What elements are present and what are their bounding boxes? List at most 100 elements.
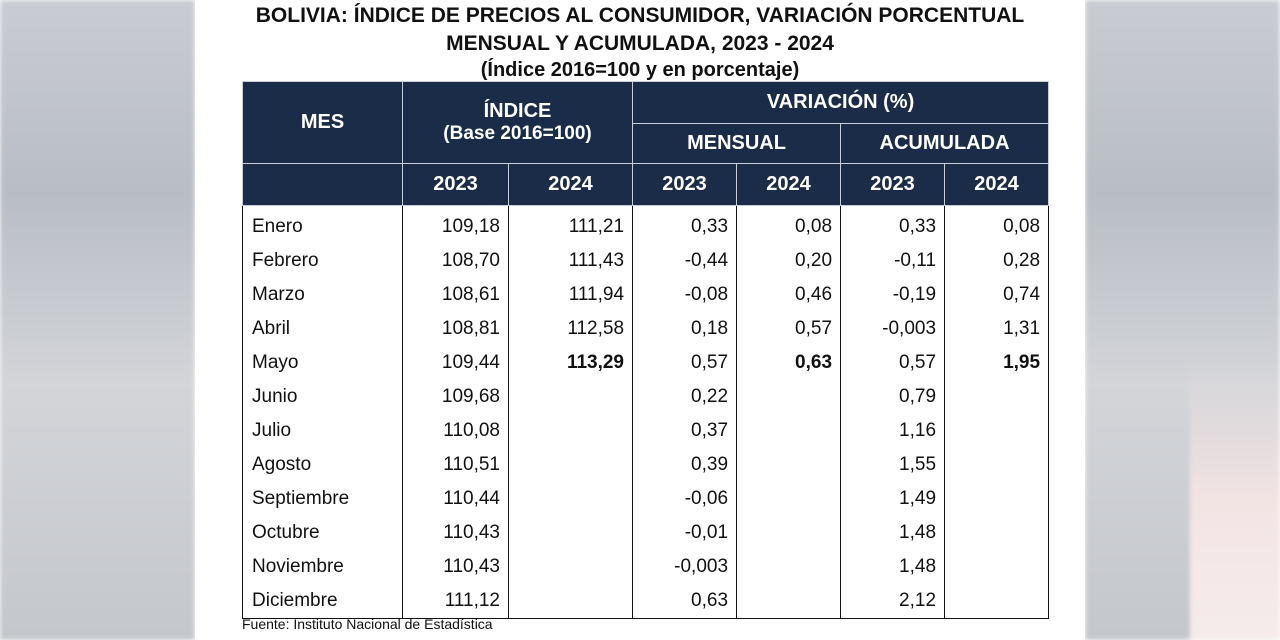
header-years-row: 2023 2024 2023 2024 2023 2024 <box>242 163 1050 206</box>
mensual-2023-cell: -0,44 <box>632 244 738 278</box>
mensual-2023-cell: 0,22 <box>632 380 738 414</box>
indice-2023-cell: 108,61 <box>402 278 509 312</box>
acumulada-2024-cell <box>944 380 1050 414</box>
header-year: 2024 <box>507 163 634 206</box>
header-indice: ÍNDICE (Base 2016=100) <box>401 81 634 164</box>
acumulada-2024-cell: 1,95 <box>944 346 1050 380</box>
blurred-background-left <box>0 0 195 640</box>
indice-2023-cell: 109,18 <box>402 205 509 244</box>
acumulada-2024-cell <box>944 516 1050 550</box>
title-line-3: (Índice 2016=100 y en porcentaje) <box>480 59 800 81</box>
mensual-2023-cell: -0,08 <box>632 278 738 312</box>
mensual-2023-cell: -0,01 <box>632 516 738 550</box>
month-cell: Mayo <box>242 346 403 380</box>
header-acumulada: ACUMULADA <box>840 123 1050 164</box>
mensual-2024-cell: 0,08 <box>736 205 842 244</box>
mensual-2024-cell <box>736 414 842 448</box>
acumulada-2023-cell: 1,48 <box>840 550 946 584</box>
indice-2024-cell <box>507 414 634 448</box>
acumulada-2023-cell: 0,57 <box>840 346 946 380</box>
indice-2023-cell: 110,43 <box>402 516 509 550</box>
indice-2023-cell: 109,44 <box>402 346 509 380</box>
month-cell: Enero <box>242 205 403 244</box>
mensual-2023-cell: 0,33 <box>632 205 738 244</box>
table-row: Septiembre 110,44 -0,06 1,49 <box>242 482 1050 516</box>
indice-2023-cell: 110,44 <box>402 482 509 516</box>
acumulada-2023-cell: -0,19 <box>840 278 946 312</box>
acumulada-2023-cell: 0,33 <box>840 205 946 244</box>
mensual-2024-cell <box>736 448 842 482</box>
header-year: 2023 <box>402 163 509 206</box>
indice-2023-cell: 109,68 <box>402 380 509 414</box>
month-cell: Abril <box>242 312 403 346</box>
acumulada-2024-cell <box>944 482 1050 516</box>
mensual-2024-cell <box>736 380 842 414</box>
title-line-1: BOLIVIA: ÍNDICE DE PRECIOS AL CONSUMIDOR… <box>255 4 1025 27</box>
indice-2024-cell: 113,29 <box>507 346 634 380</box>
acumulada-2024-cell: 0,74 <box>944 278 1050 312</box>
table-row: Octubre 110,43 -0,01 1,48 <box>242 516 1050 550</box>
table-row: Enero 109,18 111,21 0,33 0,08 0,33 0,08 <box>242 205 1050 244</box>
indice-2023-cell: 110,43 <box>402 550 509 584</box>
header-mes-blank <box>242 163 403 206</box>
acumulada-2023-cell: 0,79 <box>840 380 946 414</box>
indice-2023-cell: 108,70 <box>402 244 509 278</box>
month-cell: Septiembre <box>242 482 403 516</box>
mensual-2024-cell <box>736 482 842 516</box>
table-row: Noviembre 110,43 -0,003 1,48 <box>242 550 1050 584</box>
indice-2024-cell <box>507 482 634 516</box>
indice-2024-cell: 111,21 <box>507 205 634 244</box>
acumulada-2024-cell <box>944 584 1050 619</box>
indice-2024-cell: 111,94 <box>507 278 634 312</box>
mensual-2023-cell: 0,63 <box>632 584 738 619</box>
mensual-2024-cell: 0,20 <box>736 244 842 278</box>
acumulada-2024-cell <box>944 550 1050 584</box>
month-cell: Octubre <box>242 516 403 550</box>
month-cell: Marzo <box>242 278 403 312</box>
table-row: Abril 108,81 112,58 0,18 0,57 -0,003 1,31 <box>242 312 1050 346</box>
mensual-2024-cell: 0,57 <box>736 312 842 346</box>
acumulada-2023-cell: 1,16 <box>840 414 946 448</box>
month-cell: Febrero <box>242 244 403 278</box>
ipc-table: MES ÍNDICE (Base 2016=100) VARIACIÓN (%)… <box>242 81 1050 619</box>
mensual-2024-cell <box>736 550 842 584</box>
acumulada-2024-cell <box>944 414 1050 448</box>
mensual-2024-cell <box>736 584 842 619</box>
acumulada-2023-cell: -0,003 <box>840 312 946 346</box>
acumulada-2024-cell: 0,08 <box>944 205 1050 244</box>
header-year: 2024 <box>944 163 1050 206</box>
indice-2024-cell <box>507 550 634 584</box>
indice-2024-cell <box>507 380 634 414</box>
month-cell: Julio <box>242 414 403 448</box>
acumulada-2023-cell: 1,48 <box>840 516 946 550</box>
indice-2024-cell <box>507 448 634 482</box>
table-row: Diciembre 111,12 0,63 2,12 <box>242 584 1050 619</box>
header-year: 2024 <box>736 163 842 206</box>
acumulada-2023-cell: 1,49 <box>840 482 946 516</box>
acumulada-2024-cell <box>944 448 1050 482</box>
table-row: Febrero 108,70 111,43 -0,44 0,20 -0,11 0,28 <box>242 244 1050 278</box>
acumulada-2023-cell: 2,12 <box>840 584 946 619</box>
month-cell: Agosto <box>242 448 403 482</box>
acumulada-2024-cell: 1,31 <box>944 312 1050 346</box>
mensual-2023-cell: 0,37 <box>632 414 738 448</box>
indice-2024-cell <box>507 584 634 619</box>
mensual-2023-cell: 0,39 <box>632 448 738 482</box>
table-row: Junio 109,68 0,22 0,79 <box>242 380 1050 414</box>
table-row: Agosto 110,51 0,39 1,55 <box>242 448 1050 482</box>
table-row: Mayo 109,44 113,29 0,57 0,63 0,57 1,95 <box>242 346 1050 380</box>
table-row: Julio 110,08 0,37 1,16 <box>242 414 1050 448</box>
header-mensual: MENSUAL <box>632 123 842 164</box>
acumulada-2023-cell: 1,55 <box>840 448 946 482</box>
indice-2024-cell <box>507 516 634 550</box>
mensual-2024-cell <box>736 516 842 550</box>
indice-2024-cell: 111,43 <box>507 244 634 278</box>
indice-2023-cell: 108,81 <box>402 312 509 346</box>
indice-2023-cell: 111,12 <box>402 584 509 619</box>
mensual-2023-cell: 0,18 <box>632 312 738 346</box>
mensual-2024-cell: 0,46 <box>736 278 842 312</box>
acumulada-2024-cell: 0,28 <box>944 244 1050 278</box>
mensual-2023-cell: -0,003 <box>632 550 738 584</box>
blurred-background-right <box>1085 0 1280 640</box>
footnote-source: Fuente: Instituto Nacional de Estadístic… <box>242 616 493 632</box>
